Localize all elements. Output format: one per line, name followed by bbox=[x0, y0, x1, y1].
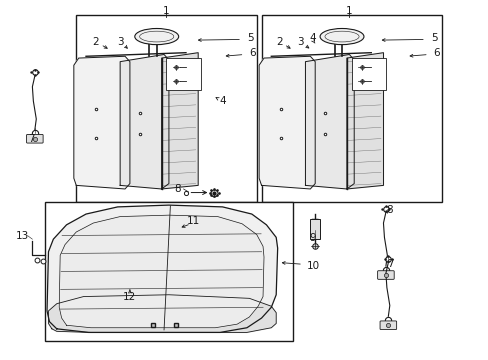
Text: 7: 7 bbox=[386, 259, 393, 269]
Text: 4: 4 bbox=[219, 96, 225, 106]
Polygon shape bbox=[48, 295, 276, 332]
Bar bbox=[44, 202, 293, 341]
Polygon shape bbox=[120, 54, 168, 189]
Text: 3: 3 bbox=[117, 37, 123, 47]
Polygon shape bbox=[59, 215, 264, 328]
Polygon shape bbox=[259, 56, 315, 189]
Text: 13: 13 bbox=[16, 231, 29, 240]
Text: 12: 12 bbox=[123, 292, 136, 302]
Bar bbox=[166, 58, 200, 90]
Text: 8: 8 bbox=[174, 184, 180, 194]
Text: 6: 6 bbox=[433, 48, 439, 58]
Polygon shape bbox=[74, 56, 130, 189]
FancyBboxPatch shape bbox=[379, 321, 396, 329]
Text: 2: 2 bbox=[92, 37, 99, 47]
Bar bbox=[351, 58, 385, 90]
Text: 4: 4 bbox=[309, 33, 315, 43]
Text: 11: 11 bbox=[186, 216, 200, 226]
Text: 7: 7 bbox=[28, 134, 35, 144]
Text: 10: 10 bbox=[306, 261, 319, 271]
Polygon shape bbox=[47, 205, 277, 332]
Bar bbox=[76, 15, 256, 202]
Ellipse shape bbox=[320, 28, 363, 45]
Text: 1: 1 bbox=[163, 6, 169, 16]
Polygon shape bbox=[346, 53, 383, 189]
Text: 9: 9 bbox=[309, 233, 315, 243]
Bar bbox=[261, 15, 441, 202]
Text: 6: 6 bbox=[249, 48, 256, 58]
FancyBboxPatch shape bbox=[26, 134, 43, 143]
Polygon shape bbox=[305, 54, 353, 189]
Text: 8: 8 bbox=[386, 206, 392, 216]
Text: 5: 5 bbox=[430, 33, 436, 43]
Text: 1: 1 bbox=[346, 6, 352, 16]
Ellipse shape bbox=[135, 28, 178, 45]
Text: 5: 5 bbox=[246, 33, 253, 43]
Text: 2: 2 bbox=[276, 37, 283, 47]
Bar bbox=[310, 220, 320, 239]
Polygon shape bbox=[161, 53, 198, 189]
Text: 3: 3 bbox=[297, 37, 303, 47]
FancyBboxPatch shape bbox=[377, 271, 393, 279]
